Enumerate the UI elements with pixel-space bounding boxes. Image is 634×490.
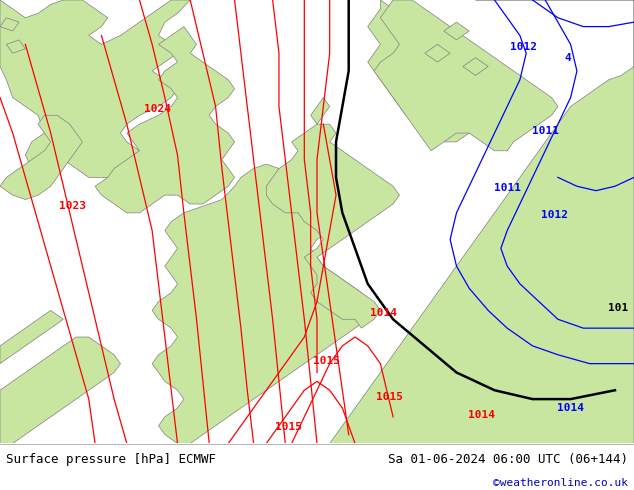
Text: 1014: 1014: [557, 403, 584, 413]
Text: 1024: 1024: [144, 104, 171, 114]
Polygon shape: [6, 40, 25, 53]
Polygon shape: [0, 115, 82, 199]
Text: 1014: 1014: [370, 308, 397, 318]
Polygon shape: [152, 164, 374, 443]
Polygon shape: [374, 0, 558, 151]
Polygon shape: [330, 0, 634, 443]
Text: 1014: 1014: [469, 410, 495, 419]
Polygon shape: [0, 0, 190, 177]
Text: 1015: 1015: [275, 421, 302, 432]
Polygon shape: [0, 18, 19, 31]
Text: 4: 4: [564, 52, 571, 63]
Text: 1015: 1015: [377, 392, 403, 402]
Polygon shape: [95, 26, 235, 213]
Text: Surface pressure [hPa] ECMWF: Surface pressure [hPa] ECMWF: [6, 453, 216, 466]
Text: ©weatheronline.co.uk: ©weatheronline.co.uk: [493, 478, 628, 488]
Polygon shape: [311, 98, 330, 124]
Text: 1023: 1023: [60, 201, 86, 211]
Polygon shape: [368, 0, 476, 142]
Polygon shape: [444, 22, 469, 40]
Polygon shape: [425, 44, 450, 62]
Text: 1011: 1011: [532, 126, 559, 136]
Text: 1011: 1011: [494, 183, 521, 194]
Text: 1012: 1012: [510, 42, 536, 51]
Text: 1015: 1015: [313, 356, 340, 367]
Polygon shape: [266, 124, 399, 328]
Polygon shape: [0, 311, 63, 364]
Polygon shape: [463, 58, 488, 75]
Text: Sa 01-06-2024 06:00 UTC (06+144): Sa 01-06-2024 06:00 UTC (06+144): [387, 453, 628, 466]
Text: 1012: 1012: [541, 210, 568, 220]
Text: 101: 101: [608, 303, 628, 313]
Polygon shape: [0, 337, 120, 443]
